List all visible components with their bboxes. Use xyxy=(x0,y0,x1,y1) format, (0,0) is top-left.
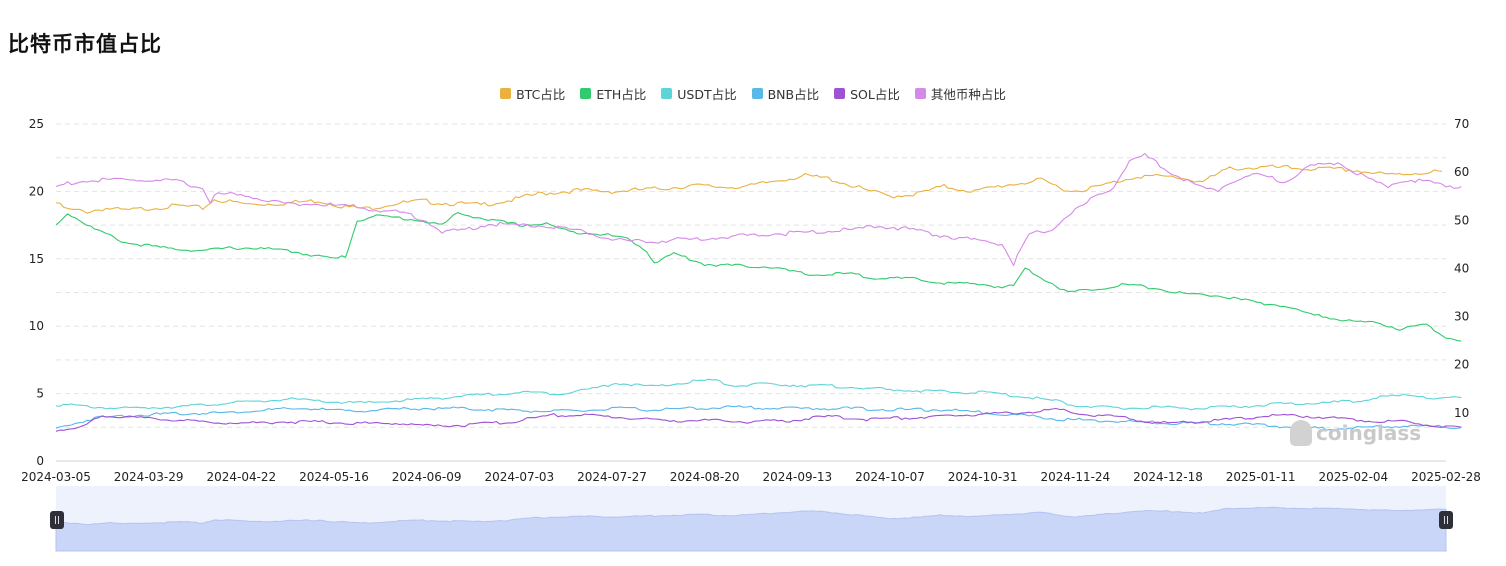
y-left-tick-label: 25 xyxy=(29,117,44,131)
legend-label-others: 其他币种占比 xyxy=(930,87,1006,102)
x-tick-label: 2024-09-13 xyxy=(762,470,832,484)
legend-swatch-btc xyxy=(500,88,512,99)
coinglass-logo-icon xyxy=(1290,420,1312,446)
series-line-1 xyxy=(55,212,1462,342)
series-line-5 xyxy=(55,152,1462,267)
legend-swatch-bnb xyxy=(751,88,763,99)
watermark-text: coinglass xyxy=(1316,421,1422,445)
series-line-3 xyxy=(55,405,1462,431)
legend-label-usdt: USDT占比 xyxy=(677,87,737,102)
axis-layer: 0 5 10 15 20 25 10 20 30 40 50 60 70 2024-03-05 2024-0… xyxy=(21,117,1481,484)
x-tick-label: 2024-11-24 xyxy=(1040,470,1110,484)
x-tick-label: 2025-02-04 xyxy=(1318,470,1388,484)
y-left-tick-label: 0 xyxy=(36,454,44,468)
zoom-preview-area xyxy=(55,506,1447,552)
y-right-tick-label: 20 xyxy=(1454,358,1469,372)
x-tick-label: 2024-10-31 xyxy=(948,470,1018,484)
x-tick-label: 2024-07-03 xyxy=(484,470,554,484)
x-tick-label: 2024-10-07 xyxy=(855,470,925,484)
y-left-tick-label: 20 xyxy=(29,184,44,198)
series-layer xyxy=(55,152,1462,432)
chart-legend: BTC占比 ETH占比 USDT占比 BNB占比 SOL占比 其他币种占比 xyxy=(0,84,1506,103)
x-tick-label: 2024-03-05 xyxy=(21,470,91,484)
legend-item-btc[interactable]: BTC占比 xyxy=(500,84,565,103)
y-right-tick-label: 40 xyxy=(1454,261,1469,275)
x-tick-label: 2024-07-27 xyxy=(577,470,647,484)
legend-item-eth[interactable]: ETH占比 xyxy=(580,84,646,103)
legend-item-bnb[interactable]: BNB占比 xyxy=(751,84,820,103)
legend-swatch-eth xyxy=(580,88,592,99)
x-tick-label: 2024-04-22 xyxy=(206,470,276,484)
y-right-tick-label: 60 xyxy=(1454,165,1469,179)
x-tick-label: 2024-03-29 xyxy=(114,470,184,484)
legend-label-bnb: BNB占比 xyxy=(767,87,820,102)
y-right-tick-label: 50 xyxy=(1454,213,1469,227)
legend-label-btc: BTC占比 xyxy=(516,87,566,102)
legend-swatch-others xyxy=(914,88,926,99)
legend-swatch-sol xyxy=(834,88,846,99)
legend-item-others[interactable]: 其他币种占比 xyxy=(914,84,1006,103)
legend-item-sol[interactable]: SOL占比 xyxy=(834,84,900,103)
y-left-tick-label: 5 xyxy=(36,387,44,401)
x-tick-label: 2025-01-11 xyxy=(1226,470,1296,484)
grid-layer xyxy=(56,123,1446,428)
y-left-tick-label: 10 xyxy=(29,319,44,333)
x-tick-label: 2024-05-16 xyxy=(299,470,369,484)
legend-label-eth: ETH占比 xyxy=(596,87,647,102)
y-right-tick-label: 30 xyxy=(1454,310,1469,324)
series-line-0 xyxy=(56,164,1443,214)
x-tick-label: 2025-02-28 xyxy=(1411,470,1481,484)
legend-swatch-usdt xyxy=(661,88,673,99)
legend-label-sol: SOL占比 xyxy=(850,87,900,102)
zoom-handle-right[interactable] xyxy=(1439,511,1453,529)
series-line-2 xyxy=(55,378,1462,411)
x-tick-label: 2024-08-20 xyxy=(670,470,740,484)
page-title: 比特币市值占比 xyxy=(8,32,162,56)
y-right-tick-label: 70 xyxy=(1454,117,1469,131)
x-tick-label: 2024-06-09 xyxy=(392,470,462,484)
x-tick-label: 2024-12-18 xyxy=(1133,470,1203,484)
legend-item-usdt[interactable]: USDT占比 xyxy=(661,84,737,103)
series-line-4 xyxy=(55,407,1462,432)
y-right-tick-label: 10 xyxy=(1454,406,1469,420)
zoom-slider[interactable] xyxy=(55,486,1447,552)
watermark: coinglass xyxy=(1290,420,1421,446)
y-left-tick-label: 15 xyxy=(29,252,44,266)
zoom-handle-left[interactable] xyxy=(50,511,64,529)
